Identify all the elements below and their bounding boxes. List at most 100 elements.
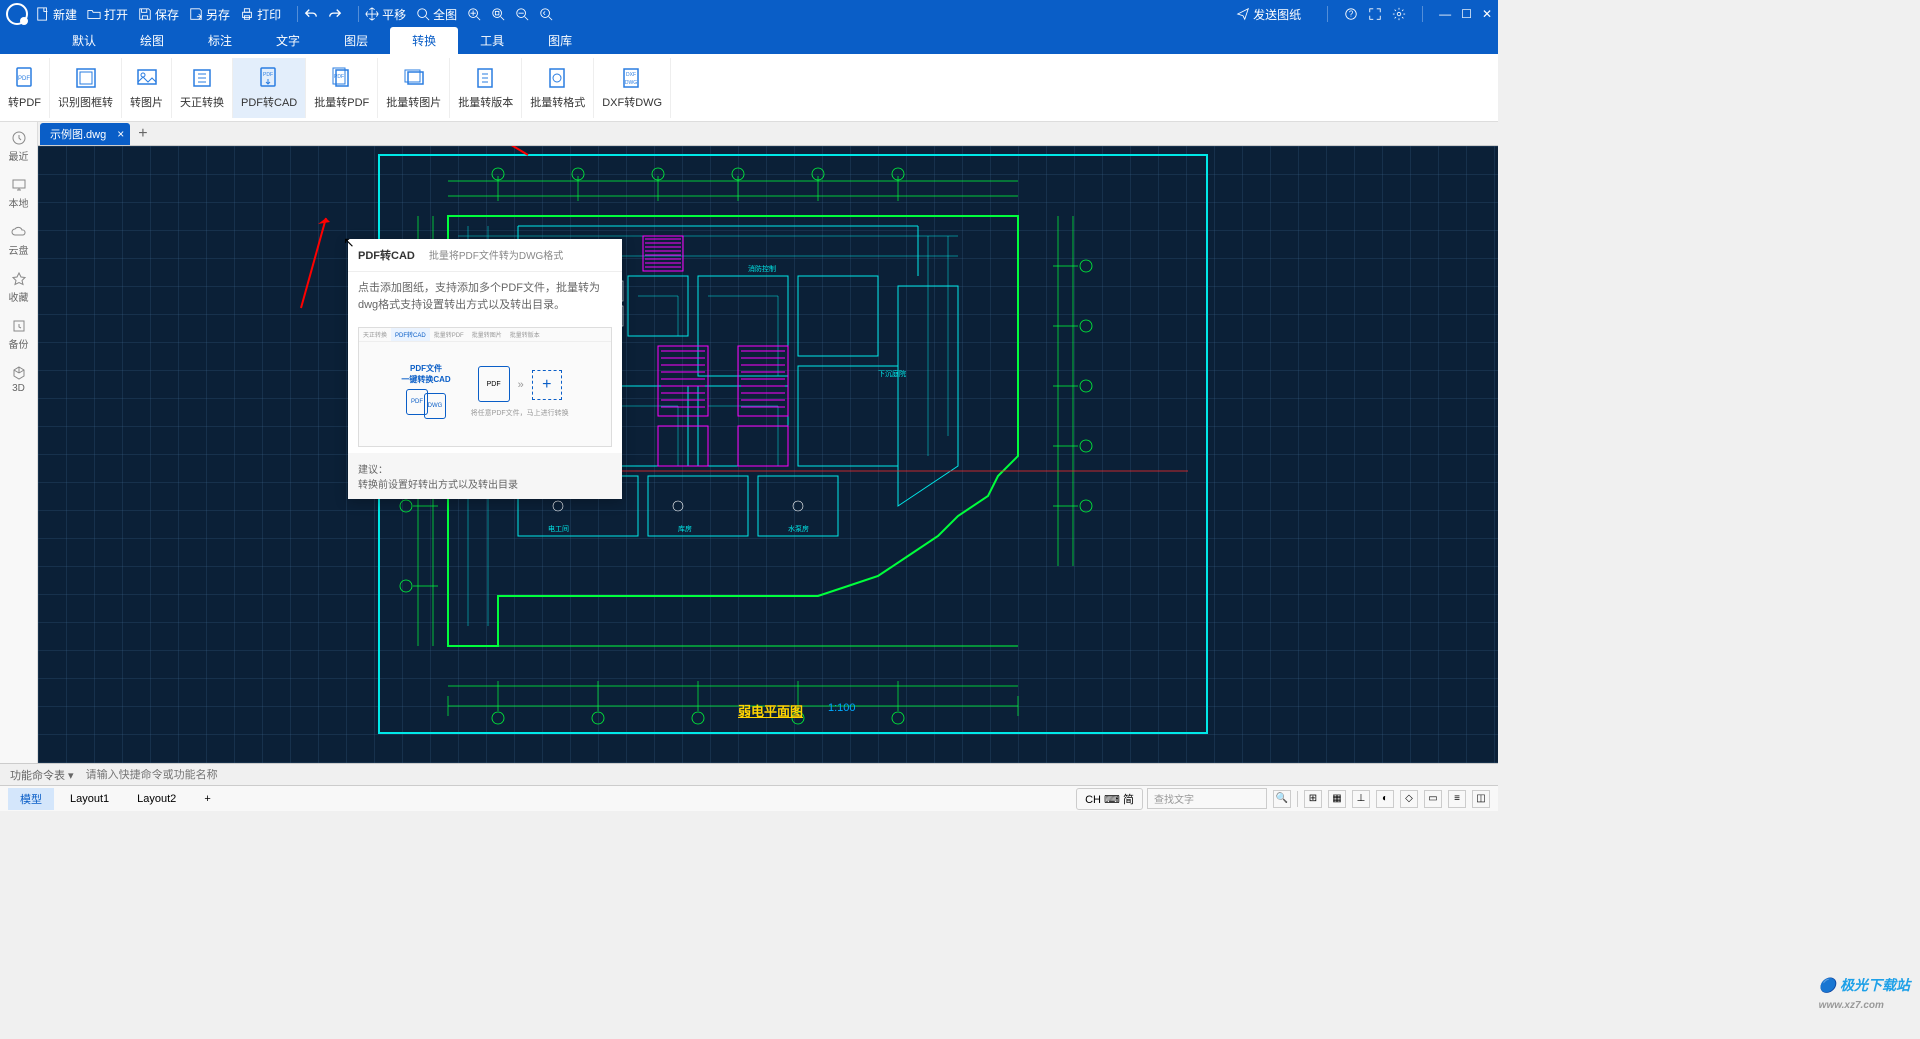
menu-library[interactable]: 图库 xyxy=(526,27,594,54)
canvas[interactable]: 电工间 库房 水泵房 下沉庭院 消防控制 弱电平面图 1:100 ↖ PDF转CAD … xyxy=(38,146,1498,763)
tooltip-advice-body: 转换前设置好转出方式以及转出目录 xyxy=(358,476,612,491)
tb-save[interactable]: 保存 xyxy=(138,6,179,23)
rb-batchver[interactable]: 批量转版本 xyxy=(450,58,522,118)
tooltip-pdftocad: PDF转CAD 批量将PDF文件转为DWG格式 点击添加图纸，支持添加多个PDF… xyxy=(348,239,622,499)
rb-frame[interactable]: 识别图框转 xyxy=(50,58,122,118)
menu-tools[interactable]: 工具 xyxy=(458,27,526,54)
side-backup[interactable]: 备份 xyxy=(9,318,29,351)
rb-dxfdwg[interactable]: DXFDWGDXF转DWG xyxy=(594,58,671,118)
tb-zoomin[interactable] xyxy=(467,7,481,21)
dyn-icon[interactable]: ◫ xyxy=(1472,790,1490,808)
polar-icon[interactable]: ◐ xyxy=(1376,790,1394,808)
layout-1[interactable]: Layout1 xyxy=(58,790,121,808)
tb-send[interactable]: 发送图纸 xyxy=(1236,6,1301,23)
tb-saveas[interactable]: 另存 xyxy=(189,6,230,23)
cmd-input[interactable] xyxy=(80,769,1498,781)
svg-text:PDF: PDF xyxy=(263,72,273,78)
annotation-arrow-1 xyxy=(468,146,538,160)
settings-icon[interactable] xyxy=(1392,7,1406,21)
tooltip-advice-label: 建议： xyxy=(358,461,612,476)
side-fav[interactable]: 收藏 xyxy=(9,271,29,304)
annotation-arrow-2 xyxy=(291,208,351,318)
tb-zoomprev[interactable] xyxy=(539,7,553,21)
plan-title: 弱电平面图 xyxy=(738,701,803,720)
fullscreen-icon[interactable] xyxy=(1368,7,1382,21)
tb-print[interactable]: 打印 xyxy=(240,6,281,23)
svg-text:电工间: 电工间 xyxy=(548,524,569,533)
side-local[interactable]: 本地 xyxy=(9,177,29,210)
menu-text[interactable]: 文字 xyxy=(254,27,322,54)
tb-undo[interactable] xyxy=(304,7,318,21)
svg-text:PDF: PDF xyxy=(334,74,344,80)
canvas-area: 示例图.dwg× + xyxy=(38,122,1498,763)
menu-draw[interactable]: 绘图 xyxy=(118,27,186,54)
grid-icon[interactable]: ▦ xyxy=(1328,790,1346,808)
svg-text:库房: 库房 xyxy=(678,524,692,533)
search-icon[interactable]: 🔍 xyxy=(1273,790,1291,808)
svg-text:下沉庭院: 下沉庭院 xyxy=(878,369,906,378)
svg-text:PDF: PDF xyxy=(18,76,30,82)
sidebar: 最近 本地 云盘 收藏 备份 3D xyxy=(0,122,38,763)
osnap-icon[interactable]: ◇ xyxy=(1400,790,1418,808)
minimize-icon[interactable]: — xyxy=(1439,7,1451,21)
track-icon[interactable]: ▭ xyxy=(1424,790,1442,808)
watermark: 🔵 极光下载站 www.xz7.com xyxy=(1819,975,1910,1011)
svg-text:?: ? xyxy=(1349,10,1354,19)
rb-tianzheng[interactable]: 天正转换 xyxy=(172,58,233,118)
tooltip-body: 点击添加图纸，支持添加多个PDF文件，批量转为dwg格式支持设置转出方式以及转出… xyxy=(348,272,622,321)
cursor-icon: ↖ xyxy=(343,234,355,251)
tb-zoomout[interactable] xyxy=(515,7,529,21)
maximize-icon[interactable]: ☐ xyxy=(1461,7,1472,21)
menubar: 默认 绘图 标注 文字 图层 转换 工具 图库 xyxy=(0,28,1498,54)
ribbon: PDF转PDF 识别图框转 转图片 天正转换 PDFPDF转CAD PDF批量转… xyxy=(0,54,1498,122)
app-logo[interactable] xyxy=(6,3,28,25)
svg-text:水泵房: 水泵房 xyxy=(788,524,809,533)
close-icon[interactable]: ✕ xyxy=(1482,7,1492,21)
add-file-icon: + xyxy=(532,370,562,400)
tb-pan[interactable]: 平移 xyxy=(365,6,406,23)
cmd-label[interactable]: 功能命令表 ▾ xyxy=(4,765,80,785)
menu-annotate[interactable]: 标注 xyxy=(186,27,254,54)
lwt-icon[interactable]: ≡ xyxy=(1448,790,1466,808)
tb-fit[interactable]: 全图 xyxy=(416,6,457,23)
add-tab[interactable]: + xyxy=(138,125,147,143)
layout-model[interactable]: 模型 xyxy=(8,788,54,810)
rb-batchpdf[interactable]: PDF批量转PDF xyxy=(306,58,378,118)
file-tab[interactable]: 示例图.dwg× xyxy=(40,123,130,145)
tb-redo[interactable] xyxy=(328,7,342,21)
menu-default[interactable]: 默认 xyxy=(50,27,118,54)
layout-add[interactable]: + xyxy=(192,790,222,808)
rb-batchimg[interactable]: 批量转图片 xyxy=(378,58,450,118)
workspace: 最近 本地 云盘 收藏 备份 3D 示例图.dwg× + xyxy=(0,122,1498,763)
svg-text:消防控制: 消防控制 xyxy=(748,264,776,273)
close-tab-icon[interactable]: × xyxy=(117,127,124,141)
menu-layer[interactable]: 图层 xyxy=(322,27,390,54)
titlebar: 新建 打开 保存 另存 打印 平移 全图 发送图纸 ? — ☐ ✕ xyxy=(0,0,1498,28)
side-3d[interactable]: 3D xyxy=(11,365,27,394)
svg-text:DWG: DWG xyxy=(625,80,637,86)
tooltip-subtitle: 批量将PDF文件转为DWG格式 xyxy=(429,247,563,263)
help-icon[interactable]: ? xyxy=(1344,7,1358,21)
command-bar: 功能命令表 ▾ xyxy=(0,763,1498,785)
ortho-icon[interactable]: ⊥ xyxy=(1352,790,1370,808)
tooltip-title: PDF转CAD xyxy=(358,247,415,263)
search-input[interactable]: 查找文字 xyxy=(1147,788,1267,809)
tab-strip: 示例图.dwg× + xyxy=(38,122,1498,146)
snap-icon[interactable]: ⊞ xyxy=(1304,790,1322,808)
side-cloud[interactable]: 云盘 xyxy=(9,224,29,257)
tb-zoomwin[interactable] xyxy=(491,7,505,21)
layout-2[interactable]: Layout2 xyxy=(125,790,188,808)
tb-new[interactable]: 新建 xyxy=(36,6,77,23)
menu-convert[interactable]: 转换 xyxy=(390,27,458,54)
tb-open[interactable]: 打开 xyxy=(87,6,128,23)
tooltip-preview: 天正转换PDF转CAD批量转PDF批量转图片批量转版本 PDF文件 一键转换CA… xyxy=(358,327,612,447)
rb-batchfmt[interactable]: 批量转格式 xyxy=(522,58,594,118)
svg-text:DXF: DXF xyxy=(626,72,636,78)
rb-pdftocad[interactable]: PDFPDF转CAD xyxy=(233,58,306,118)
plan-scale: 1:100 xyxy=(828,702,856,714)
ime-indicator[interactable]: CH ⌨ 简 xyxy=(1076,788,1143,810)
rb-toimg[interactable]: 转图片 xyxy=(122,58,172,118)
side-recent[interactable]: 最近 xyxy=(9,130,29,163)
statusbar: 模型 Layout1 Layout2 + CH ⌨ 简 查找文字 🔍 ⊞ ▦ ⊥… xyxy=(0,785,1498,811)
rb-topdf[interactable]: PDF转PDF xyxy=(0,58,50,118)
